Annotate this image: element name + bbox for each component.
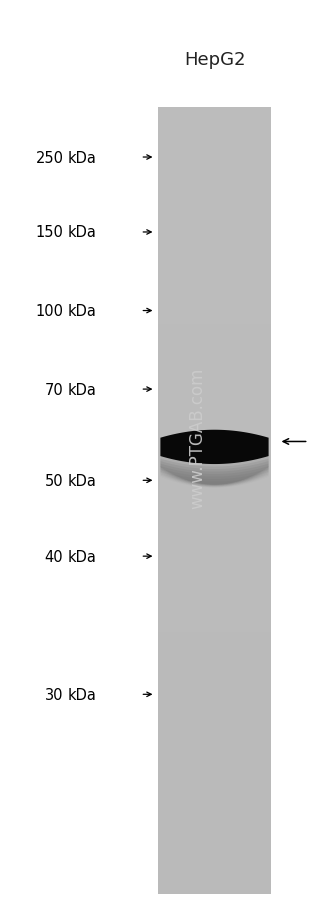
Text: kDa: kDa (67, 549, 96, 564)
Text: kDa: kDa (67, 382, 96, 397)
Polygon shape (160, 456, 269, 485)
Text: 70: 70 (45, 382, 63, 397)
Polygon shape (160, 430, 269, 465)
Text: kDa: kDa (67, 474, 96, 488)
Text: 50: 50 (45, 474, 63, 488)
Text: www.PTGAB.com: www.PTGAB.com (189, 367, 207, 509)
Text: kDa: kDa (67, 304, 96, 318)
Text: 150: 150 (36, 226, 63, 240)
Polygon shape (160, 459, 269, 485)
Text: 100: 100 (35, 304, 63, 318)
Polygon shape (160, 462, 269, 486)
Text: kDa: kDa (67, 151, 96, 165)
Text: HepG2: HepG2 (184, 51, 245, 69)
Text: kDa: kDa (67, 687, 96, 702)
Text: 30: 30 (45, 687, 63, 702)
Text: 250: 250 (35, 151, 63, 165)
Text: kDa: kDa (67, 226, 96, 240)
Text: 40: 40 (45, 549, 63, 564)
